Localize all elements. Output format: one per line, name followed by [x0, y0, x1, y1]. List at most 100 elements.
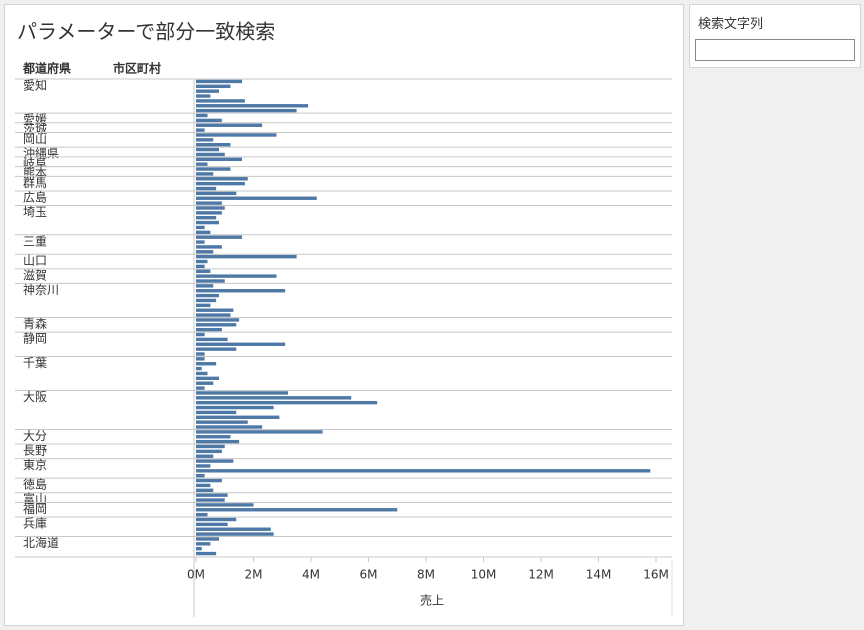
parameter-input[interactable] — [695, 39, 855, 61]
bar — [196, 332, 205, 337]
bar — [196, 327, 222, 332]
bar — [196, 337, 228, 342]
row-label: 大分 — [23, 429, 47, 443]
bar — [196, 245, 222, 249]
bar — [196, 274, 277, 278]
bar — [196, 551, 217, 556]
bar — [196, 498, 225, 502]
row-label: 青森 — [23, 316, 47, 331]
bar — [196, 89, 219, 93]
bar — [196, 289, 286, 293]
bar — [196, 362, 217, 366]
worksheet: パラメーターで部分一致検索 都道府県 市区町村 売上 0M 2M 4M 6M 8M 10M… — [4, 4, 684, 626]
bar — [196, 118, 222, 123]
bar — [196, 357, 205, 361]
x-tick-label: 16M — [643, 568, 669, 582]
bar — [196, 211, 222, 215]
x-tick-label: 12M — [528, 568, 554, 582]
row-label: 福岡 — [23, 501, 47, 516]
bar — [196, 493, 228, 497]
bar — [196, 235, 242, 239]
bar — [196, 113, 208, 118]
row-label: 東京 — [23, 458, 47, 472]
bar — [196, 342, 286, 346]
bar — [196, 206, 225, 210]
bar — [196, 225, 205, 230]
bar — [196, 94, 211, 98]
bar — [196, 366, 202, 371]
x-tick-label: 0M — [187, 568, 205, 582]
row-label: 広島 — [23, 189, 47, 204]
bar — [196, 449, 222, 454]
row-label: 北海道 — [23, 535, 59, 550]
bar — [196, 264, 205, 269]
bar — [196, 167, 231, 171]
bar — [196, 133, 277, 137]
bar — [196, 415, 280, 419]
bar — [196, 376, 219, 381]
bar — [196, 430, 323, 434]
bar — [196, 381, 214, 385]
row-label: 徳島 — [23, 477, 47, 492]
bar — [196, 391, 288, 395]
bar — [196, 527, 271, 531]
x-tick-label: 6M — [360, 568, 378, 582]
row-label: 埼玉 — [23, 205, 47, 219]
row-header: 市区町村 — [113, 61, 161, 76]
x-tick-label: 10M — [471, 568, 497, 582]
row-label: 山口 — [23, 254, 47, 268]
bar — [196, 464, 211, 468]
bar — [196, 157, 242, 162]
bar — [196, 250, 214, 254]
row-header: 都道府県 — [22, 61, 71, 76]
bar — [196, 546, 202, 551]
bar — [196, 123, 263, 127]
bar — [196, 79, 242, 84]
bar — [196, 177, 248, 181]
row-label: 大阪 — [23, 390, 47, 404]
bar — [196, 143, 231, 147]
bar — [196, 439, 240, 444]
bar — [196, 293, 219, 298]
row-label: 神奈川 — [23, 283, 59, 297]
bar — [196, 196, 317, 200]
row-label: 滋賀 — [23, 268, 47, 282]
bar — [196, 532, 274, 536]
bar — [196, 152, 225, 157]
row-label: 千葉 — [23, 356, 47, 370]
bar — [196, 279, 225, 283]
bar — [196, 308, 234, 312]
bar — [196, 240, 205, 244]
bar — [196, 303, 211, 308]
bar — [196, 186, 217, 191]
bar — [196, 473, 205, 478]
bar — [196, 147, 219, 152]
bar — [196, 172, 214, 176]
row-label: 岡山 — [23, 132, 47, 146]
bar — [196, 420, 248, 424]
bar — [196, 128, 205, 132]
bar — [196, 220, 219, 225]
bar — [196, 230, 211, 235]
row-label: 長野 — [23, 444, 47, 458]
row-label: 静岡 — [23, 332, 47, 346]
bar — [196, 191, 237, 196]
x-tick-label: 2M — [245, 568, 263, 582]
bar — [196, 318, 240, 322]
row-label: 群馬 — [23, 176, 47, 190]
bar — [196, 459, 234, 463]
bar — [196, 537, 219, 541]
row-label: 愛知 — [23, 79, 47, 93]
bar — [196, 410, 237, 415]
bar — [196, 405, 274, 410]
parameter-card: 検索文字列 — [689, 4, 861, 68]
bar — [196, 400, 378, 405]
bar — [196, 284, 214, 288]
bar — [196, 478, 222, 483]
x-tick-label: 14M — [586, 568, 612, 582]
row-label: 兵庫 — [23, 517, 47, 531]
bar — [196, 298, 217, 303]
bar — [196, 269, 211, 273]
bar — [196, 162, 208, 166]
